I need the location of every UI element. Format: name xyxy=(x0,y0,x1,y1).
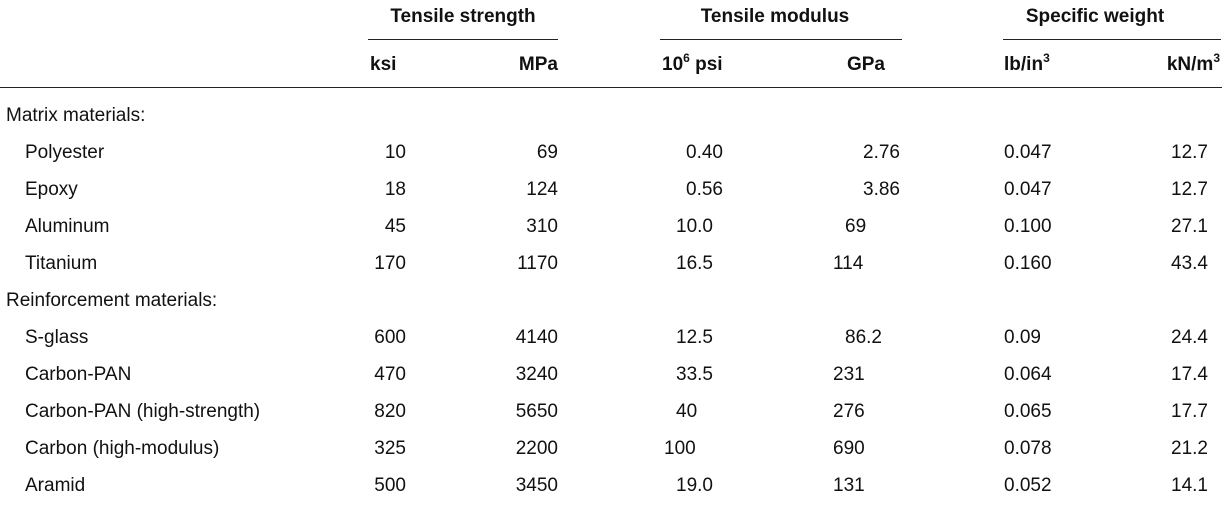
cell-psi: 0.56 xyxy=(686,179,723,200)
group-rule-specific-weight xyxy=(1003,39,1221,40)
cell-mpa: 69 xyxy=(536,142,558,163)
cell-knm: 12.7 xyxy=(1171,142,1208,163)
cell-psi: 19.0 xyxy=(676,475,713,496)
cell-gpa: 114 xyxy=(833,253,864,274)
cell-lbin: 0.064 xyxy=(1004,364,1052,385)
cell-lbin: 0.052 xyxy=(1004,475,1052,496)
row-material-name: Epoxy xyxy=(25,179,78,200)
cell-gpa: 86.2 xyxy=(845,327,882,348)
cell-knm: 12.7 xyxy=(1171,179,1208,200)
row-material-name: Carbon (high-modulus) xyxy=(25,438,220,459)
cell-knm: 43.4 xyxy=(1171,253,1208,274)
cell-knm: 21.2 xyxy=(1171,438,1208,459)
cell-knm: 17.7 xyxy=(1171,401,1208,422)
unit-header-ksi: ksi xyxy=(370,53,396,77)
cell-ksi: 500 xyxy=(374,475,406,496)
cell-psi: 100 xyxy=(664,438,696,459)
row-material-name: Titanium xyxy=(25,253,98,274)
header-bottom-rule xyxy=(0,87,1222,88)
cell-ksi: 470 xyxy=(374,364,406,385)
unit-header-lbin3: lb/in3 xyxy=(1004,50,1050,77)
group-rule-tensile-strength xyxy=(368,39,558,40)
unit-psi-exp: 6 xyxy=(683,50,690,65)
cell-psi: 12.5 xyxy=(676,327,713,348)
group-header-specific-weight: Specific weight xyxy=(1025,6,1165,27)
unit-gpa-text: GPa xyxy=(846,54,885,75)
cell-ksi: 820 xyxy=(374,401,406,422)
cell-ksi: 600 xyxy=(374,327,406,348)
cell-gpa: 131 xyxy=(833,475,865,496)
cell-gpa: 3.86 xyxy=(863,179,900,200)
cell-psi: 40 xyxy=(676,401,698,422)
cell-mpa: 1170 xyxy=(517,253,558,274)
unit-header-knm3: kN/m3 xyxy=(1120,50,1220,77)
cell-gpa: 231 xyxy=(833,364,865,385)
cell-ksi: 18 xyxy=(384,179,406,200)
cell-mpa: 124 xyxy=(526,179,558,200)
unit-mpa-text: MPa xyxy=(518,54,558,75)
cell-gpa: 690 xyxy=(833,438,865,459)
cell-lbin: 0.047 xyxy=(1004,142,1052,163)
cell-psi: 10.0 xyxy=(676,216,713,237)
cell-psi: 33.5 xyxy=(676,364,713,385)
cell-gpa: 2.76 xyxy=(863,142,900,163)
row-material-name: Carbon-PAN xyxy=(25,364,132,385)
unit-lbin-base: lb/in xyxy=(1004,54,1044,75)
cell-ksi: 170 xyxy=(374,253,406,274)
cell-lbin: 0.100 xyxy=(1004,216,1052,237)
unit-ksi-text: ksi xyxy=(370,54,397,75)
cell-ksi: 325 xyxy=(374,438,406,459)
cell-mpa: 3240 xyxy=(515,364,558,385)
cell-knm: 14.1 xyxy=(1171,475,1208,496)
cell-mpa: 3450 xyxy=(515,475,558,496)
unit-lbin-exp: 3 xyxy=(1043,50,1050,65)
row-material-name: S-glass xyxy=(25,327,89,348)
unit-psi-base: 10 xyxy=(662,54,684,75)
cell-lbin: 0.078 xyxy=(1004,438,1052,459)
cell-lbin: 0.065 xyxy=(1004,401,1052,422)
cell-mpa: 310 xyxy=(526,216,558,237)
unit-header-mpa: MPa xyxy=(470,53,558,77)
unit-knm-exp: 3 xyxy=(1213,50,1220,65)
group-rule-tensile-modulus xyxy=(660,39,902,40)
row-material-name: Aramid xyxy=(25,475,86,496)
unit-psi-unit: psi xyxy=(689,54,723,75)
cell-psi: 0.40 xyxy=(686,142,723,163)
cell-knm: 27.1 xyxy=(1171,216,1208,237)
unit-knm-base: kN/m xyxy=(1166,54,1214,75)
cell-psi: 16.5 xyxy=(676,253,713,274)
cell-mpa: 5650 xyxy=(515,401,558,422)
section-label-reinforcement: Reinforcement materials: xyxy=(6,290,218,311)
row-material-name: Aluminum xyxy=(25,216,110,237)
section-label-matrix: Matrix materials: xyxy=(6,105,146,126)
cell-knm: 17.4 xyxy=(1171,364,1208,385)
row-material-name: Carbon-PAN (high-strength) xyxy=(25,401,261,422)
cell-gpa: 276 xyxy=(833,401,865,422)
cell-mpa: 4140 xyxy=(515,327,558,348)
cell-knm: 24.4 xyxy=(1171,327,1208,348)
unit-header-psi: 106 psi xyxy=(662,50,723,77)
unit-header-gpa: GPa xyxy=(800,53,885,77)
group-header-tensile-strength: Tensile strength xyxy=(390,6,536,27)
group-header-tensile-modulus: Tensile modulus xyxy=(700,6,850,27)
cell-gpa: 69 xyxy=(845,216,867,237)
cell-mpa: 2200 xyxy=(515,438,558,459)
row-material-name: Polyester xyxy=(25,142,105,163)
cell-ksi: 10 xyxy=(384,142,406,163)
cell-lbin: 0.047 xyxy=(1004,179,1052,200)
cell-lbin: 0.160 xyxy=(1004,253,1052,274)
cell-ksi: 45 xyxy=(384,216,406,237)
cell-lbin: 0.09 xyxy=(1004,327,1041,348)
